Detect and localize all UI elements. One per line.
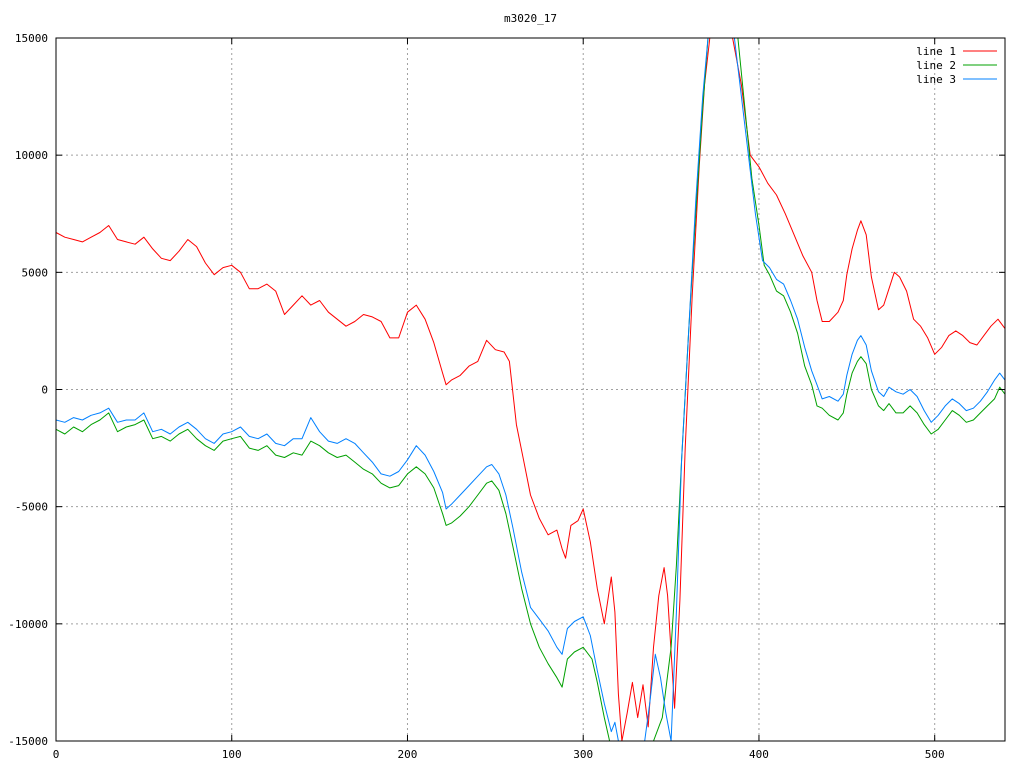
series-line-1 [56,38,1005,741]
y-tick-label: 0 [41,384,48,397]
y-tick-label: 5000 [22,266,49,279]
chart-title: m3020_17 [504,12,557,25]
legend-label: line 2 [916,59,956,72]
x-tick-label: 0 [53,748,60,761]
grid [56,38,1005,741]
legend-label: line 3 [916,73,956,86]
y-tick-label: 10000 [15,149,48,162]
series-line-2 [56,38,1005,741]
x-tick-label: 300 [573,748,593,761]
x-tick-label: 400 [749,748,769,761]
x-tick-label: 200 [398,748,418,761]
x-tick-label: 100 [222,748,242,761]
y-tick-label: 15000 [15,32,48,45]
y-tick-label: -5000 [15,501,48,514]
series-line-3 [56,38,1005,741]
axes: 0 100 200 300 400 500 -15000 -10000 -5000 0 5000 10… [8,32,1006,761]
x-tick-label: 500 [925,748,945,761]
legend-label: line 1 [916,45,956,58]
series-group [56,38,1005,741]
y-tick-label: -10000 [8,618,48,631]
y-tick-label: -15000 [8,735,48,748]
